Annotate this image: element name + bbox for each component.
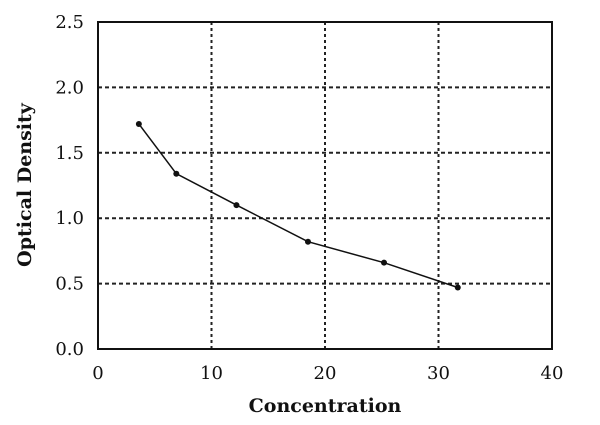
x-tick-label: 30 — [427, 363, 450, 384]
x-tick-label: 0 — [92, 363, 103, 384]
grid-layer — [98, 22, 552, 349]
data-point — [454, 284, 461, 291]
y-tick-label: 0.0 — [55, 339, 84, 360]
data-point — [173, 170, 180, 177]
x-tick-label: 10 — [200, 363, 223, 384]
y-tick-label: 1.5 — [55, 143, 84, 164]
y-tick-label: 2.0 — [55, 77, 84, 98]
y-axis-title: Optical Density — [14, 102, 36, 267]
x-tick-label: 20 — [314, 363, 337, 384]
data-point — [135, 121, 142, 128]
plot-frame — [97, 21, 553, 350]
y-tick-label: 2.5 — [55, 12, 84, 33]
y-tick-label: 1.0 — [55, 208, 84, 229]
data-point — [304, 238, 311, 245]
y-tick-label: 0.5 — [55, 274, 84, 295]
tick-layer: 0 10 20 30 40 0.0 0.5 1.0 1.5 2.0 2.5 — [55, 12, 563, 384]
series-layer — [135, 121, 461, 291]
series-line — [138, 123, 459, 289]
x-axis-title: Concentration — [249, 395, 402, 417]
x-tick-label: 40 — [541, 363, 564, 384]
data-point — [233, 202, 240, 209]
data-point — [381, 259, 388, 266]
